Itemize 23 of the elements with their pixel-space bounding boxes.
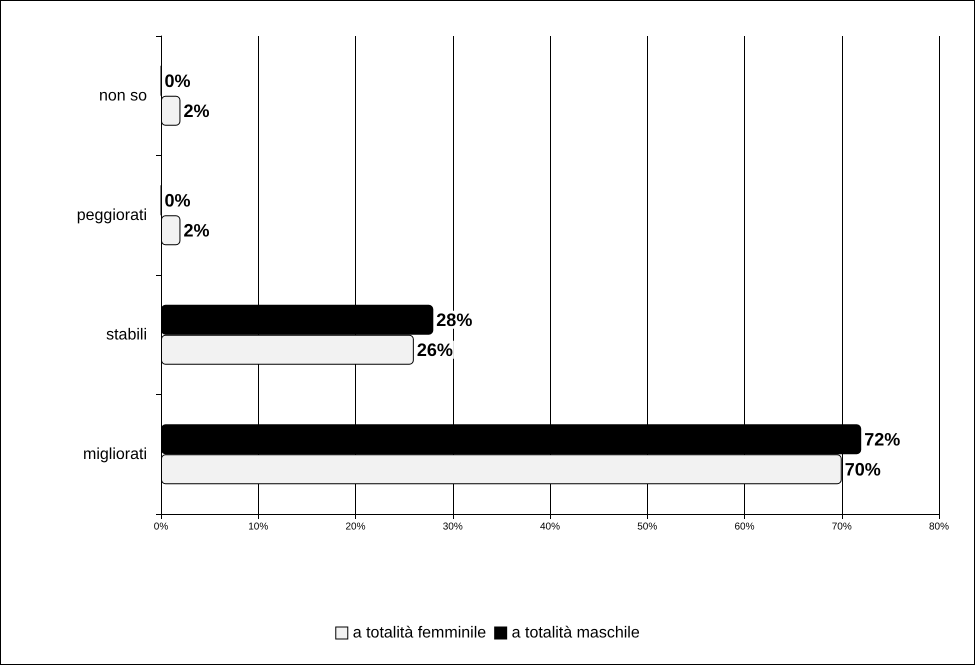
- legend-label: a totalità femminile: [352, 624, 486, 642]
- data-label: 72%: [864, 429, 900, 450]
- x-tick-label: 20%: [345, 522, 366, 532]
- y-tick-label: non so: [98, 87, 148, 104]
- data-label: 0%: [164, 190, 191, 210]
- x-tick-label: 60%: [734, 522, 755, 532]
- data-label: 0%: [164, 70, 191, 91]
- legend-label: a totalità maschile: [512, 624, 640, 642]
- y-tick-label: migliorati: [82, 446, 147, 463]
- y-tick-label: stabili: [106, 326, 147, 344]
- data-label: 26%: [416, 340, 453, 360]
- x-tick-label: 40%: [540, 522, 560, 532]
- x-tick-label: 70%: [832, 522, 852, 532]
- data-label: 28%: [436, 310, 472, 330]
- x-tick-label: 50%: [637, 522, 658, 532]
- x-tick-label: 0%: [154, 522, 168, 532]
- x-tick-label: 80%: [928, 522, 950, 532]
- data-label: 70%: [844, 459, 881, 480]
- data-label: 2%: [183, 100, 210, 121]
- x-tick-label: 30%: [442, 522, 463, 532]
- data-label: 2%: [183, 220, 210, 240]
- y-tick-label: peggiorati: [76, 206, 147, 224]
- x-tick-label: 10%: [248, 522, 268, 532]
